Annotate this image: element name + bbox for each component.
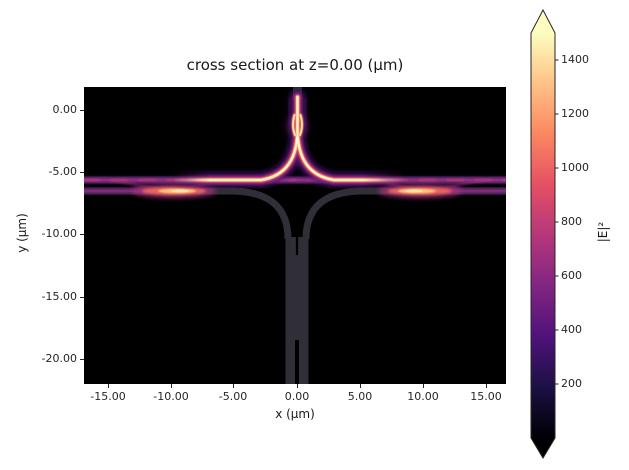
colorbar-tick-label: 1400 [561,53,589,66]
y-tick [80,296,84,298]
x-tick [423,384,424,388]
y-tick [80,234,84,235]
colorbar-tick-label: 800 [561,215,582,228]
y-tick [80,109,84,111]
colorbar-tick-label: 1000 [561,161,589,174]
x-tick-label: 0.00 [284,390,310,403]
plot-area [80,87,510,384]
y-tick-label: 0.00 [52,103,78,116]
plot-title: cross section at z=0.00 (µm) [186,56,404,74]
x-tick [107,384,109,388]
y-tick-label: -5.00 [48,165,77,178]
x-tick-label: 5.00 [347,390,373,403]
colorbar-tick-label: 200 [561,377,582,390]
x-tick [233,384,234,388]
x-axis-label: x (µm) [275,407,315,421]
y-axis-label: y (µm) [15,213,29,253]
x-tick [359,384,361,388]
heatmap-svg [80,87,510,384]
x-tick-label: -10.00 [153,390,189,403]
x-tick [486,384,487,388]
colorbar-ticks [555,59,559,385]
x-tick-label: 10.00 [407,390,439,403]
y-tick-label: -10.00 [41,227,77,240]
x-tick-label: -15.00 [90,390,126,403]
field-beat-maxima [132,177,462,198]
x-tick [296,384,298,388]
y-tick-label: -20.00 [41,352,77,365]
y-tick [80,359,84,360]
y-tick [80,172,84,173]
x-tick-label: 15.00 [470,390,502,403]
gray-lower-guide-left [84,187,292,240]
colorbar-tick-label: 600 [561,269,582,282]
colorbar [530,8,559,459]
x-tick [170,384,172,388]
colorbar-gradient [530,8,556,459]
gray-lower-guide-right [302,187,506,240]
field-bright-y [158,89,437,188]
colorbar-tick-label: 400 [561,323,582,336]
colorbar-label: |E|² [596,221,610,243]
x-tick-label: -5.00 [218,390,248,403]
colorbar-tick-label: 1200 [561,107,589,120]
y-tick-label: -15.00 [41,290,77,303]
